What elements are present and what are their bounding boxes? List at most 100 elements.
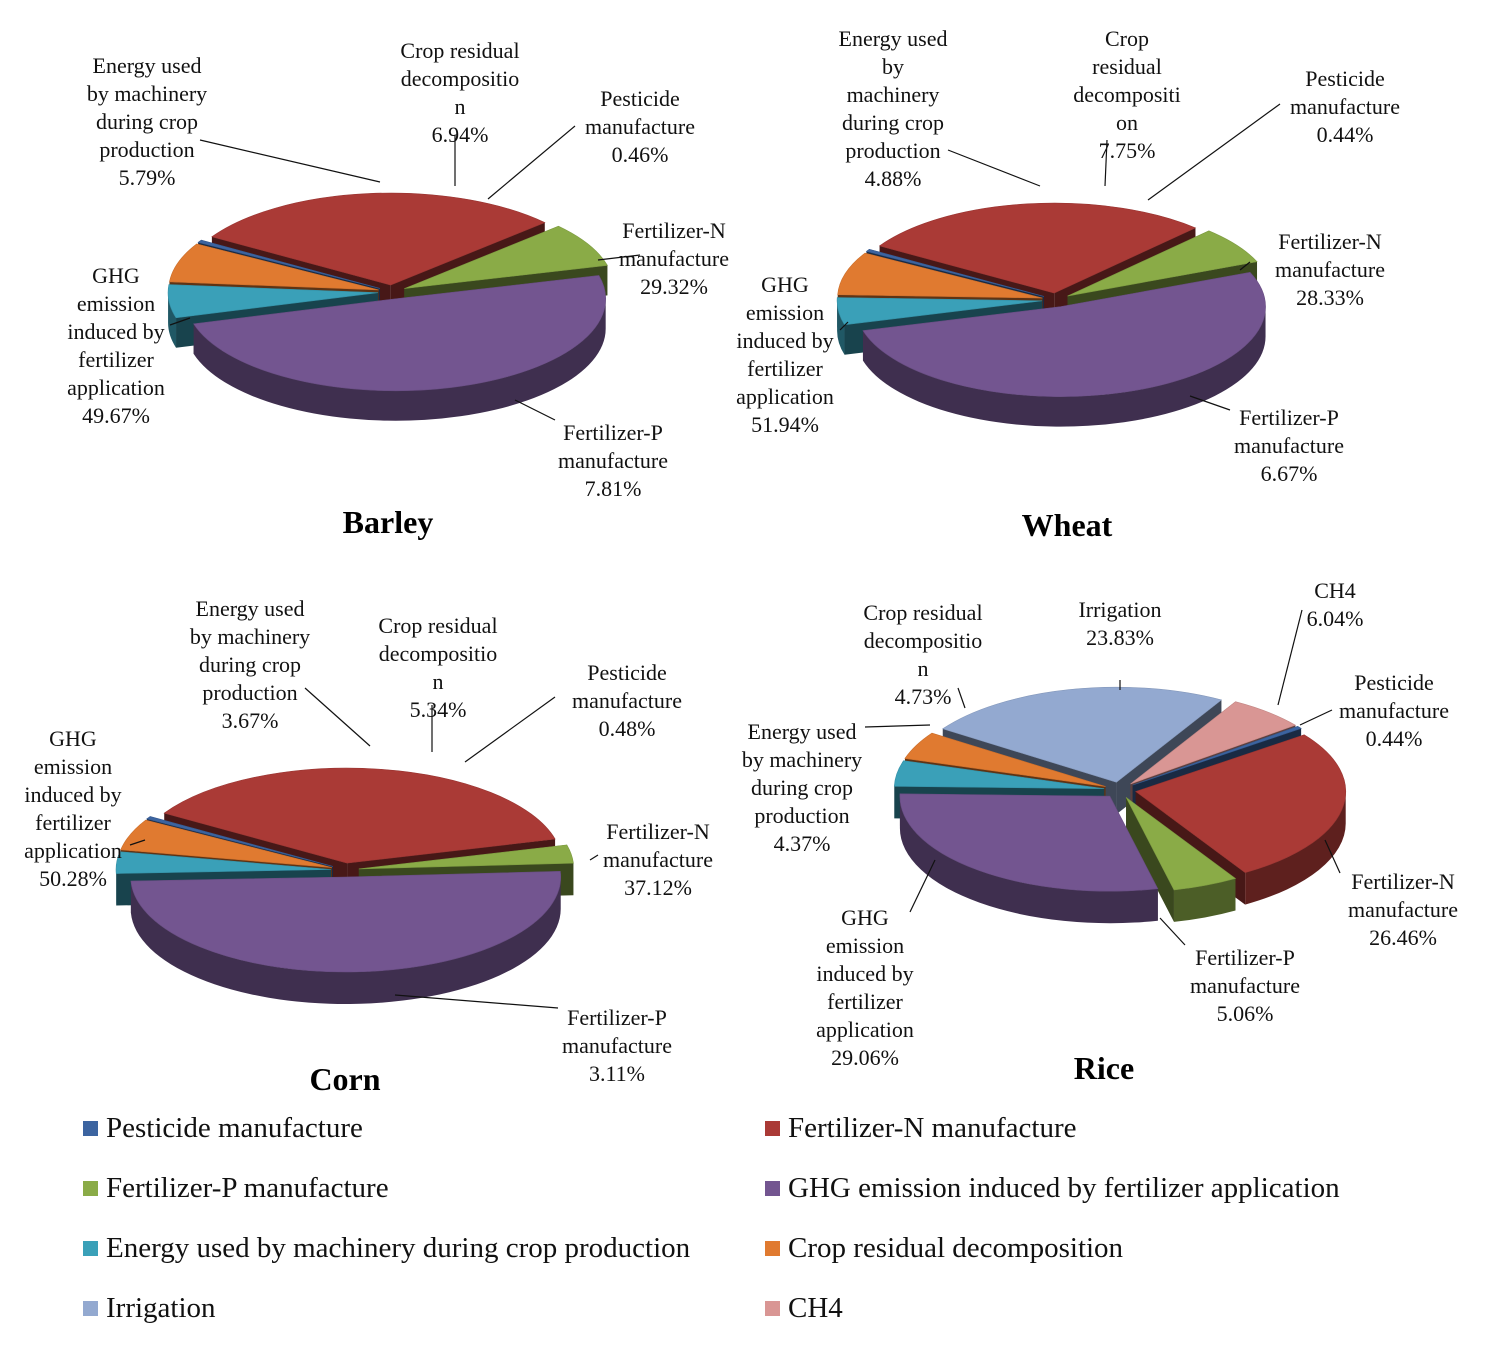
legend-label-ghg: GHG emission induced by fertilizer appli… [788,1171,1340,1204]
slice-outer-wall-ghg [130,876,561,1004]
leader-line-energy [304,687,371,747]
data-label-ghg: GHG emission induced by fertilizer applicati… [24,726,122,891]
legend-label-pesticide: Pesticide manufacture [106,1111,363,1144]
slice-residue [904,732,1106,787]
corn-chart-title: Corn [309,1061,380,1095]
data-label-ghg: GHG emission induced by fertilizer applicati… [67,263,165,428]
data-label-fertP: Fertilizer-P manufacture 5.06% [1190,945,1300,1026]
barley-chart-title: Barley [343,504,434,540]
legend-item-ch4: CH4 [765,1288,843,1328]
leader-line-pesticide [487,125,576,200]
slice-fertP [404,225,608,289]
rice-pie-chart: CH4 6.04% Pesticide manufacture 0.44% Fertili… [742,578,1458,1070]
corn-pie-chart: Pesticide manufacture 0.48% Fertilizer-N man… [24,596,713,1086]
slice-energy [167,284,379,319]
leader-line-ghg [909,859,936,913]
leader-line-fertN [597,254,641,261]
slice-irrigation [942,686,1223,783]
rice-chart-title: Rice [1074,1050,1134,1086]
leader-line-ghg [839,321,849,331]
data-label-ch4: CH4 6.04% [1307,578,1364,631]
data-label-energy: Energy used by machinery during crop product… [839,26,948,191]
slice-pesticide [146,816,334,867]
legend-item-energy: Energy used by machinery during crop pro… [83,1228,690,1268]
barley-pie-chart: Pesticide manufacture 0.46% Fertilizer-N man… [67,38,729,501]
data-label-fertP: Fertilizer-P manufacture 3.11% [562,1005,672,1086]
leader-line-fertP [394,994,559,1009]
legend-item-pesticide: Pesticide manufacture [83,1108,363,1148]
data-label-residue: Crop residual decompositio n 6.94% [400,38,519,147]
slice-outer-wall-energy [837,300,845,355]
legend-swatch-residue [765,1240,780,1256]
leader-line-pesticide [1299,709,1333,726]
legend-item-ghg: GHG emission induced by fertilizer appli… [765,1168,1340,1208]
slice-fertN [163,767,556,864]
leader-line-ch4 [1277,609,1303,706]
slice-outer-wall-fertP [1173,878,1236,922]
leader-line-residue [957,687,966,709]
slice-residue [120,819,332,868]
data-label-energy: Energy used by machinery during crop produc… [87,53,207,190]
slice-ghg [130,870,562,973]
leader-line-fertP [1159,917,1186,946]
data-label-fertN: Fertilizer-N manufacture 26.46% [1348,869,1458,950]
slice-outer-wall-ghg [193,298,606,421]
legend-swatch-irrigation [83,1300,98,1316]
leader-line-ghg [129,839,146,846]
slice-outer-wall-ghg [899,796,1158,924]
legend-label-ch4: CH4 [788,1291,843,1324]
slice-radial-wall-fertP [1126,797,1174,922]
legend-swatch-pesticide [83,1120,98,1136]
leader-line-energy [947,149,1041,187]
legend-swatch-energy [83,1240,98,1256]
slice-outer-wall-fertN [1245,791,1346,905]
legend-swatch-ghg [765,1180,780,1196]
data-label-fertN: Fertilizer-N manufacture 37.12% [603,819,713,900]
leader-line-fertP [1189,395,1231,411]
wheat-chart-title: Wheat [1022,507,1113,543]
wheat-pie-chart: Pesticide manufacture 0.44% Fertilizer-N man… [736,26,1400,486]
data-label-pesticide: Pesticide manufacture 0.48% [572,660,682,741]
leader-line-fertP [514,399,556,421]
legend-label-energy: Energy used by machinery during crop pro… [106,1231,691,1264]
data-label-fertP: Fertilizer-P manufacture 7.81% [558,420,668,501]
slice-outer-wall-ghg [862,306,1266,427]
slice-ghg [899,793,1159,892]
legend-swatch-fertilizer-n [765,1120,780,1136]
leader-line-energy [199,139,381,183]
legend-swatch-fertilizer-p [83,1180,98,1196]
slice-fertP [358,844,574,870]
data-label-residue: Crop residual decompositio n 5.34% [378,613,497,722]
slice-pesticide [1132,725,1302,786]
data-label-energy: Energy used by machinery during crop produc… [742,719,862,856]
slice-ghg [193,275,606,392]
data-label-ghg: GHG emission induced by fertilizer applicati… [736,272,834,437]
data-label-residue: Crop residual decompositio n 4.73% [863,600,982,709]
data-label-fertN: Fertilizer-N manufacture 29.32% [619,218,729,299]
slice-residue [837,252,1043,299]
slice-fertN [878,202,1197,294]
data-label-residue: Crop residual decompositi on 7.75% [1073,26,1181,163]
legend-label-irrigation: Irrigation [106,1291,216,1324]
leader-line-energy [864,724,931,728]
slice-energy [893,760,1105,790]
slice-fertN [211,192,546,286]
leader-line-pesticide [464,696,556,763]
chart-legend: Pesticide manufacture Fertilizer-N manuf… [0,1100,1486,1340]
legend-label-fertilizer-p: Fertilizer-P manufacture [106,1171,389,1204]
slice-pesticide [865,248,1045,297]
data-label-energy: Energy used by machinery during crop produc… [190,596,310,733]
data-label-pesticide: Pesticide manufacture 0.46% [585,86,695,167]
legend-label-residue: Crop residual decomposition [788,1231,1124,1264]
legend-item-residue: Crop residual decomposition [765,1228,1123,1268]
data-label-pesticide: Pesticide manufacture 0.44% [1290,66,1400,147]
pie-charts-canvas: Pesticide manufacture 0.46% Fertilizer-N man… [24,26,1458,1095]
leader-line-pesticide [1147,103,1281,201]
leader-line-ghg [169,317,191,326]
legend-item-fertilizer-p: Fertilizer-P manufacture [83,1168,389,1208]
slice-fertP [1125,797,1237,891]
slice-ghg [862,271,1266,397]
slice-residue [169,243,379,291]
slice-energy [115,851,332,874]
data-label-fertN: Fertilizer-N manufacture 28.33% [1275,229,1385,310]
